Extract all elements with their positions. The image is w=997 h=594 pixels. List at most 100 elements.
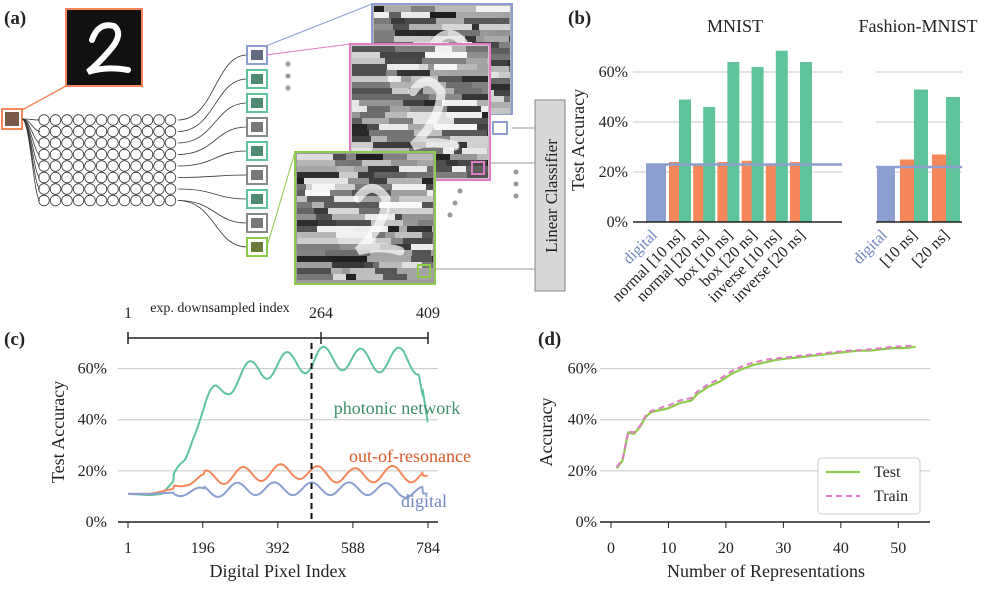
fiber-mode — [49, 148, 62, 161]
fiber-mode — [84, 160, 96, 172]
speckle-stripe — [383, 130, 414, 136]
output-trace — [177, 102, 248, 144]
speckle-stripe — [454, 148, 462, 154]
speckle-stripe — [412, 220, 418, 226]
speckle-stripe — [422, 178, 433, 184]
speckle-stripe — [484, 36, 509, 42]
speckle-stripe — [374, 24, 393, 30]
speckle-stripe — [435, 46, 452, 52]
speckle-stripe — [350, 268, 375, 274]
speckle-stripe — [499, 12, 510, 18]
speckle-stripe — [442, 24, 472, 30]
speckle-stripe — [352, 100, 359, 106]
speckle-stripe — [297, 166, 337, 172]
speckle-stripe — [431, 160, 446, 166]
fiber-mode — [130, 194, 142, 207]
speckle-stripe — [467, 52, 486, 58]
speckle-stripe — [480, 30, 489, 36]
output-pixel — [251, 98, 263, 108]
top-axis-tick-label: 264 — [309, 305, 333, 322]
speckle-stripe — [477, 154, 488, 160]
output-pixel — [251, 170, 263, 180]
speckle-stripe — [509, 48, 510, 54]
y-tick-label: 0% — [86, 514, 107, 531]
speckle-stripe — [380, 52, 425, 58]
speckle-stripe — [362, 118, 389, 124]
speckle-stripe — [434, 124, 477, 130]
fiber-mode — [95, 148, 108, 161]
fiber-mode — [95, 125, 108, 138]
speckle-stripe — [408, 124, 434, 130]
fiber-mode — [72, 114, 85, 126]
speckle-stripe — [427, 190, 433, 196]
speckle-stripe — [431, 36, 465, 42]
speckle-stripe — [387, 136, 420, 142]
speckle-stripe — [399, 226, 407, 232]
fiber-mode — [141, 160, 154, 172]
bar-green — [800, 62, 812, 222]
output-trace — [177, 78, 248, 132]
speckle-stripe — [369, 130, 383, 136]
speckle-stripe — [387, 208, 432, 214]
top-axis-tick-label: 1 — [124, 305, 132, 322]
speckle-stripe — [379, 262, 402, 268]
speckle-stripe — [405, 82, 417, 88]
speckle-stripe — [401, 76, 411, 82]
x-tick-label: 784 — [416, 540, 440, 557]
speckle-stripe — [388, 76, 401, 82]
fiber-mode — [72, 125, 85, 138]
speckle-stripe — [372, 232, 385, 238]
fiber-mode — [107, 171, 119, 184]
output-trace — [177, 200, 248, 224]
fiber-mode — [164, 148, 177, 161]
speckle-stripe — [456, 12, 499, 18]
fiber-mode — [49, 125, 62, 138]
speckle-stripe — [352, 88, 392, 94]
speckle-stripe — [397, 244, 411, 250]
speckle-stripe — [487, 148, 488, 154]
fiber-mode — [95, 183, 108, 195]
speckle-stripe — [495, 30, 510, 36]
speckle-stripe — [487, 58, 488, 64]
speckle-stripe — [330, 190, 352, 196]
speckle-stripe — [388, 226, 399, 232]
speckle-stripe — [297, 256, 330, 262]
speckle-stripe — [486, 52, 488, 58]
x-tick-label: 1 — [124, 540, 132, 557]
speckle-stripe — [465, 36, 476, 42]
y-tick-label: 60% — [78, 361, 107, 378]
speckle-stripe — [410, 106, 447, 112]
speckle-stripe — [422, 58, 466, 64]
speckle-stripe — [352, 118, 362, 124]
speckle-stripe — [422, 202, 433, 208]
speckle-stripe — [432, 226, 433, 232]
input-pixel — [5, 112, 19, 126]
speckle-stripe — [358, 172, 374, 178]
speckle-stripe — [352, 190, 391, 196]
speckle-stripe — [379, 124, 408, 130]
speckle-stripe — [419, 64, 428, 70]
y-tick-label: 40% — [599, 114, 628, 131]
fiber-mode — [118, 160, 131, 172]
y-tick-label: 20% — [78, 463, 107, 480]
output-trace — [177, 54, 248, 121]
fiber-mode — [164, 183, 177, 195]
output-trace — [177, 188, 248, 200]
output-trace — [177, 200, 248, 248]
bar-orange — [717, 162, 730, 222]
speckle-stripe — [489, 60, 508, 66]
speckle-stripe — [325, 250, 370, 256]
fiber-mode — [38, 194, 50, 207]
speckle-stripe — [427, 166, 433, 172]
speckle-stripe — [426, 184, 433, 190]
speckle-stripe — [391, 160, 417, 166]
top-axis-label: exp. downsampled index — [150, 301, 290, 316]
fiber-mode — [107, 137, 119, 149]
speckle-stripe — [487, 130, 488, 136]
speckle-stripe — [482, 88, 488, 94]
bar-orange — [790, 162, 802, 222]
x-tick-label: [20 ns] — [909, 227, 953, 271]
speckle-stripe — [466, 58, 487, 64]
fiber-mode — [118, 148, 131, 161]
annotation-digital: digital — [401, 491, 447, 511]
